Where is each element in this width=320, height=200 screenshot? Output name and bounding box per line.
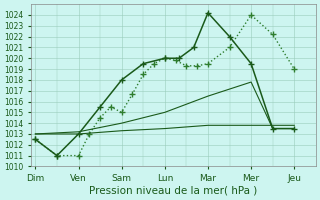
X-axis label: Pression niveau de la mer( hPa ): Pression niveau de la mer( hPa ) bbox=[89, 186, 258, 196]
